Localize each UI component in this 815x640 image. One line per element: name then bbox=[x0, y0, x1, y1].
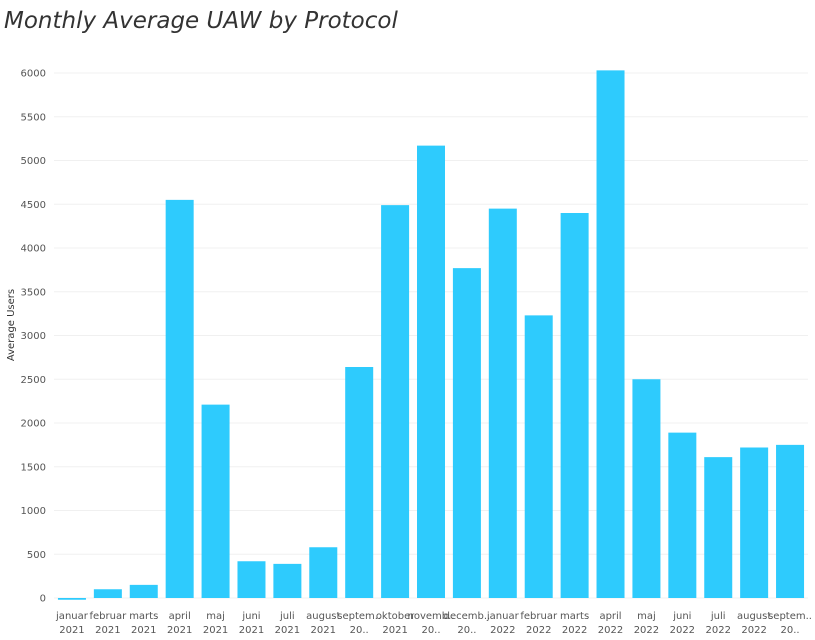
x-tick-year: 2022 bbox=[562, 625, 587, 636]
x-tick-year: 2021 bbox=[167, 625, 192, 636]
bar bbox=[452, 268, 481, 598]
bar bbox=[704, 457, 733, 598]
x-tick-year: 2021 bbox=[239, 625, 264, 636]
bar bbox=[740, 447, 769, 598]
bar bbox=[237, 561, 266, 598]
x-tick-year: 2022 bbox=[490, 625, 515, 636]
y-axis-label: Average Users bbox=[6, 289, 17, 361]
bar bbox=[57, 598, 86, 600]
bar bbox=[381, 205, 410, 598]
x-tick-month: april bbox=[599, 611, 621, 622]
bar bbox=[345, 367, 374, 598]
x-tick-year: 2021 bbox=[95, 625, 120, 636]
x-tick-month: april bbox=[169, 611, 191, 622]
y-tick-label: 5500 bbox=[21, 112, 46, 123]
bar bbox=[560, 213, 589, 598]
x-tick-year: 20.. bbox=[457, 625, 476, 636]
x-tick-year: 20.. bbox=[421, 625, 440, 636]
bar bbox=[417, 145, 445, 598]
bar bbox=[488, 208, 517, 598]
x-tick-year: 2022 bbox=[526, 625, 551, 636]
x-tick-year: 2021 bbox=[131, 625, 156, 636]
x-axis-ticks: januar 2021 februar 2021 marts 2021 april 2021 m… bbox=[55, 611, 812, 636]
y-axis-ticks: 0 500 1000 1500 2000 2500 3000 3500 4000 4500 5000… bbox=[21, 69, 46, 605]
x-tick-year: 2022 bbox=[706, 625, 731, 636]
x-tick-month: maj bbox=[206, 611, 225, 622]
x-tick-month: septem.. bbox=[337, 611, 381, 622]
x-tick-year: 20.. bbox=[781, 625, 800, 636]
x-tick-year: 2022 bbox=[670, 625, 695, 636]
y-tick-label: 0 bbox=[40, 594, 46, 605]
y-tick-label: 2500 bbox=[21, 375, 46, 386]
bar bbox=[93, 589, 122, 598]
bar bbox=[129, 584, 158, 598]
bar bbox=[524, 315, 553, 598]
bar bbox=[776, 444, 805, 598]
x-tick-year: 2022 bbox=[741, 625, 766, 636]
bar bbox=[165, 199, 194, 598]
y-tick-label: 4000 bbox=[21, 244, 46, 255]
y-tick-label: 3500 bbox=[21, 287, 46, 298]
y-tick-label: 6000 bbox=[21, 69, 46, 80]
x-tick-year: 2022 bbox=[598, 625, 623, 636]
y-tick-label: 1500 bbox=[21, 462, 46, 473]
x-tick-year: 2021 bbox=[311, 625, 336, 636]
x-tick-month: novemb.. bbox=[408, 611, 455, 622]
x-tick-year: 2021 bbox=[382, 625, 407, 636]
bar bbox=[596, 70, 625, 598]
y-tick-label: 5000 bbox=[21, 156, 46, 167]
x-tick-month: decemb.. bbox=[444, 611, 491, 622]
bar bbox=[668, 432, 697, 598]
x-tick-month: juli bbox=[710, 611, 726, 622]
x-tick-month: juni bbox=[241, 611, 260, 622]
x-tick-year: 2021 bbox=[59, 625, 84, 636]
x-tick-month: januar bbox=[486, 611, 520, 622]
bars bbox=[57, 70, 805, 600]
bar bbox=[309, 547, 338, 598]
x-tick-month: januar bbox=[55, 611, 89, 622]
x-tick-month: maj bbox=[637, 611, 656, 622]
x-tick-month: marts bbox=[129, 611, 158, 622]
x-tick-year: 20.. bbox=[350, 625, 369, 636]
chart-title: Monthly Average UAW by Protocol bbox=[4, 8, 398, 34]
x-tick-month: august bbox=[306, 611, 340, 622]
x-tick-month: marts bbox=[560, 611, 589, 622]
x-tick-month: februar bbox=[520, 611, 558, 622]
x-tick-year: 2021 bbox=[203, 625, 228, 636]
y-tick-label: 3000 bbox=[21, 331, 46, 342]
y-tick-label: 1000 bbox=[21, 506, 46, 517]
bar bbox=[632, 379, 661, 598]
x-tick-year: 2021 bbox=[275, 625, 300, 636]
y-tick-label: 4500 bbox=[21, 200, 46, 211]
bar bbox=[201, 404, 230, 598]
y-tick-label: 500 bbox=[27, 550, 46, 561]
y-tick-label: 2000 bbox=[21, 419, 46, 430]
x-tick-month: februar bbox=[89, 611, 127, 622]
x-tick-month: juni bbox=[672, 611, 691, 622]
bar bbox=[273, 563, 302, 598]
x-tick-month: juli bbox=[279, 611, 295, 622]
x-tick-month: oktober bbox=[376, 611, 415, 622]
x-tick-year: 2022 bbox=[634, 625, 659, 636]
x-tick-month: septem.. bbox=[768, 611, 812, 622]
x-tick-month: august bbox=[737, 611, 771, 622]
